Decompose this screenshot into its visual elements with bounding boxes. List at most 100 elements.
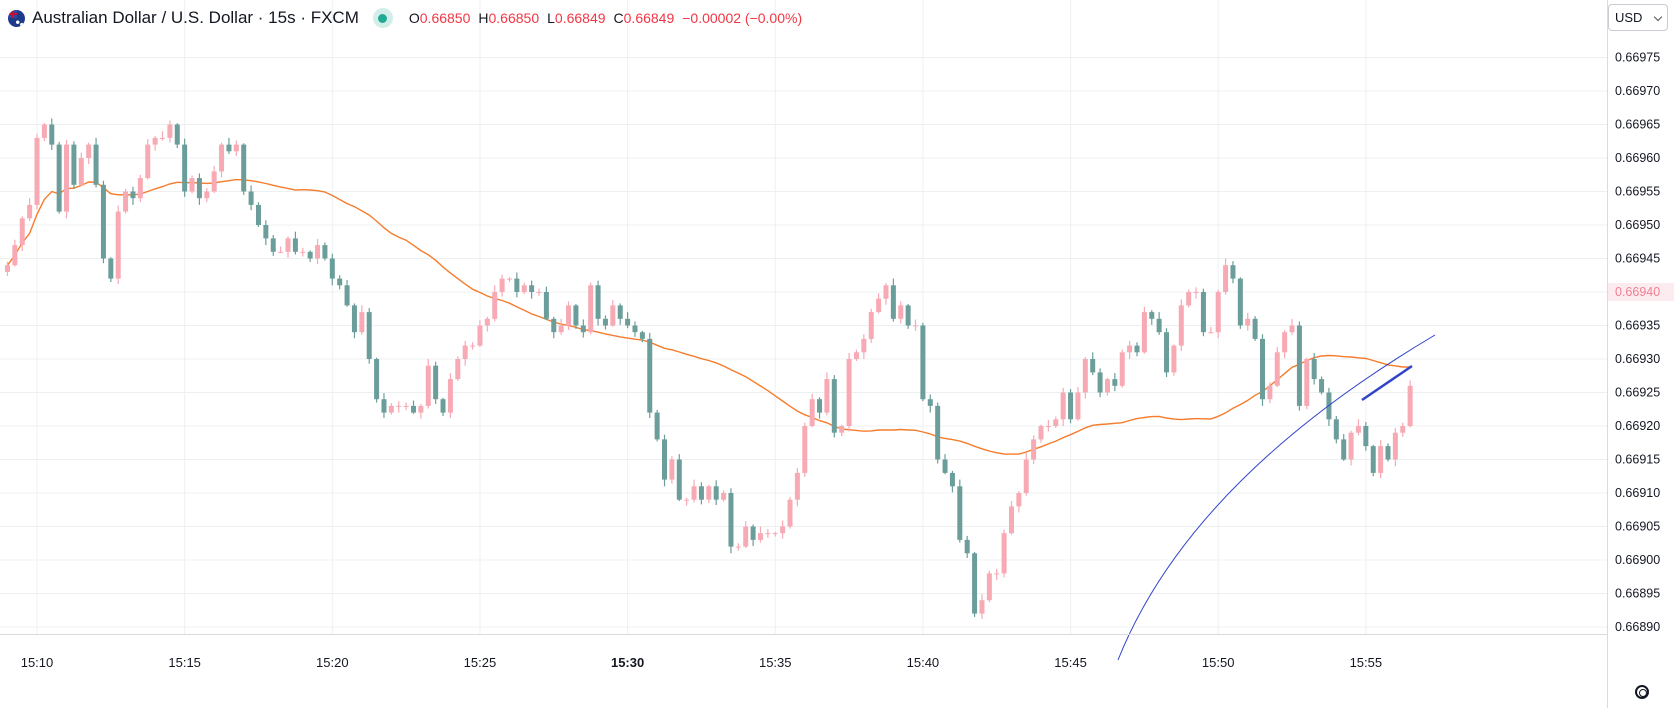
- candle-body: [1333, 419, 1339, 440]
- price-axis[interactable]: 0.66890 0.66895 0.66900 0.66905 0.66910 0.669…: [1607, 0, 1674, 708]
- candle-body: [433, 365, 439, 400]
- candle-body: [529, 285, 535, 292]
- candle-body: [588, 285, 594, 333]
- candle-body: [56, 144, 62, 212]
- candle-body: [278, 251, 284, 253]
- candle-body: [78, 158, 84, 185]
- candle-body: [300, 251, 306, 253]
- change-value: −0.00002 (−0.00%): [682, 10, 803, 26]
- candle-body: [750, 526, 756, 540]
- candle-body: [853, 352, 859, 359]
- candle-body: [654, 412, 660, 440]
- candle-body: [1215, 292, 1221, 333]
- chart-grid: [0, 0, 1607, 634]
- candle-body: [204, 191, 210, 199]
- open-label: O: [408, 10, 420, 26]
- currency-select[interactable]: USD: [1608, 4, 1668, 31]
- candle-body: [1267, 385, 1273, 400]
- close-value: 0.66849: [623, 10, 675, 26]
- candle-body: [123, 191, 129, 212]
- candle-body: [1045, 426, 1051, 427]
- price-chart[interactable]: 15:10 15:15 15:20 15:25 15:30 15:35 15:40 15:45…: [0, 0, 1607, 708]
- candle-body: [1289, 325, 1295, 333]
- candle-body: [1341, 439, 1347, 460]
- candle-body: [130, 191, 136, 199]
- candle-body: [942, 459, 948, 473]
- last-price-marker: 0.66940: [1608, 283, 1674, 301]
- candle-body: [647, 338, 653, 413]
- last-price-tag: [1608, 283, 1674, 301]
- candle-body: [86, 144, 92, 158]
- gear-icon: [1635, 685, 1649, 699]
- candle-body: [949, 472, 955, 487]
- candle-body: [447, 379, 453, 413]
- candle-body: [49, 124, 55, 145]
- price-tick-label: 0.66930: [1615, 352, 1660, 366]
- price-tick-label: 0.66895: [1615, 587, 1660, 601]
- candle-body: [1060, 392, 1066, 420]
- candle-body: [1001, 533, 1007, 574]
- price-tick-label: 0.66925: [1615, 386, 1660, 400]
- candle-body: [861, 338, 867, 353]
- high-value: 0.66850: [488, 10, 540, 26]
- candle-body: [691, 486, 697, 500]
- candle-body: [115, 211, 121, 279]
- price-tick-label: 0.66955: [1615, 185, 1660, 199]
- candle-body: [1348, 432, 1354, 460]
- open-value: 0.66850: [419, 10, 471, 26]
- candle-body: [145, 144, 151, 179]
- candle-body: [1208, 332, 1214, 334]
- candle-body: [913, 325, 919, 327]
- candle-body: [337, 278, 343, 286]
- candle-body: [551, 318, 557, 333]
- candle-body: [625, 318, 631, 326]
- candle-body: [964, 539, 970, 554]
- candle-body: [898, 305, 904, 319]
- settings-button[interactable]: [1632, 682, 1652, 702]
- market-open-dot-icon[interactable]: [372, 8, 393, 28]
- candle-body: [824, 379, 830, 413]
- low-value: 0.66849: [554, 10, 606, 26]
- candle-body: [226, 144, 232, 152]
- candle-body: [794, 472, 800, 500]
- candle-body: [108, 258, 114, 279]
- candle-body: [462, 345, 468, 359]
- candle-body: [196, 178, 202, 199]
- candle-body: [787, 499, 793, 527]
- candle-body: [986, 573, 992, 601]
- candle-body: [1296, 325, 1302, 406]
- candle-body: [12, 245, 18, 266]
- candle-body: [315, 245, 321, 259]
- candle-body: [359, 312, 365, 333]
- candle-body: [1075, 392, 1081, 420]
- price-tick-label: 0.66975: [1615, 51, 1660, 65]
- symbol-title[interactable]: Australian Dollar / U.S. Dollar · 15s · …: [32, 8, 359, 27]
- candle-body: [470, 345, 476, 347]
- candle-body: [979, 600, 985, 614]
- candle-body: [1407, 385, 1413, 426]
- candle-body: [876, 298, 882, 313]
- candle-body: [93, 144, 99, 185]
- candle-body: [868, 312, 874, 339]
- candle-body: [662, 439, 668, 480]
- candle-body: [1252, 318, 1258, 339]
- candle-body: [411, 405, 417, 413]
- candle-body: [972, 553, 978, 614]
- candle-body: [676, 459, 682, 500]
- time-tick-label: 15:25: [464, 655, 497, 670]
- candle-body: [1392, 432, 1398, 460]
- candle-body: [1031, 439, 1037, 460]
- candle-body: [1400, 426, 1406, 433]
- candle-body: [1178, 305, 1184, 346]
- candle-body: [1223, 265, 1229, 292]
- candle-body: [285, 238, 291, 252]
- candle-body: [1237, 278, 1243, 326]
- australia-flag-icon: [8, 9, 25, 27]
- candle-body: [728, 493, 734, 547]
- candle-body: [1141, 312, 1147, 353]
- candle-body: [440, 399, 446, 413]
- candle-body: [1090, 359, 1096, 373]
- moving-average-layer: [6, 178, 1411, 455]
- candle-body: [846, 359, 852, 426]
- candle-body: [241, 144, 247, 192]
